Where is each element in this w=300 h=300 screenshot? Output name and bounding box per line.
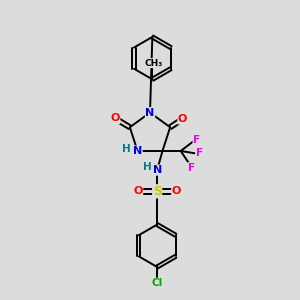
Text: N: N [152,165,162,175]
Text: S: S [153,185,162,198]
Text: O: O [178,114,187,124]
Text: O: O [172,186,181,196]
Text: N: N [133,146,142,156]
Text: Cl: Cl [152,278,163,288]
Text: O: O [133,186,143,196]
Text: H: H [122,144,131,154]
Text: CH₃: CH₃ [145,58,163,68]
Text: N: N [146,108,154,118]
Text: H: H [143,162,152,172]
Text: F: F [193,135,200,145]
Text: O: O [110,113,120,123]
Text: F: F [196,148,203,158]
Text: F: F [188,163,195,173]
